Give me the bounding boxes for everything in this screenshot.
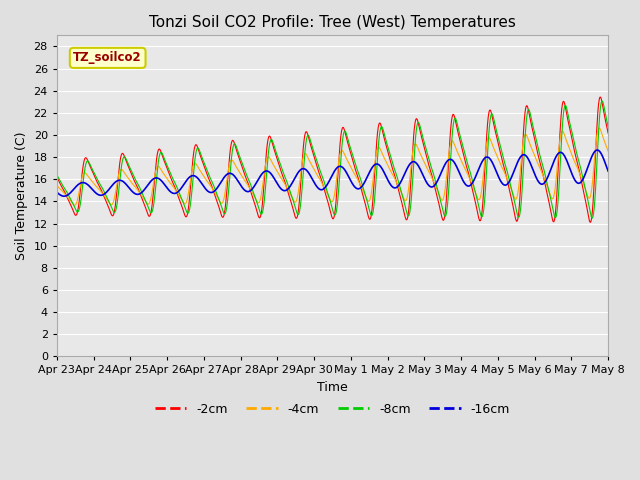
-8cm bbox=[598, 98, 606, 104]
Title: Tonzi Soil CO2 Profile: Tree (West) Temperatures: Tonzi Soil CO2 Profile: Tree (West) Temp… bbox=[149, 15, 516, 30]
-16cm bbox=[118, 178, 126, 184]
Line: -8cm: -8cm bbox=[57, 101, 608, 218]
-2cm bbox=[298, 159, 306, 165]
-4cm bbox=[118, 167, 126, 173]
-2cm bbox=[367, 216, 374, 221]
X-axis label: Time: Time bbox=[317, 381, 348, 394]
-4cm bbox=[604, 148, 612, 154]
-8cm bbox=[298, 185, 306, 191]
-8cm bbox=[95, 180, 103, 186]
-8cm bbox=[53, 172, 61, 178]
Y-axis label: Soil Temperature (C): Soil Temperature (C) bbox=[15, 132, 28, 260]
-16cm bbox=[60, 193, 68, 199]
-16cm bbox=[299, 166, 307, 172]
-4cm bbox=[595, 125, 603, 131]
-4cm bbox=[299, 158, 307, 164]
-4cm bbox=[287, 192, 295, 198]
-2cm bbox=[95, 184, 103, 190]
-8cm bbox=[588, 215, 596, 221]
-2cm bbox=[308, 147, 316, 153]
-16cm bbox=[367, 167, 375, 172]
-8cm bbox=[118, 160, 126, 166]
-16cm bbox=[53, 189, 61, 195]
-2cm bbox=[596, 94, 604, 100]
-4cm bbox=[53, 182, 61, 188]
-16cm bbox=[308, 177, 316, 182]
Line: -16cm: -16cm bbox=[57, 150, 608, 196]
-16cm bbox=[593, 147, 601, 153]
-2cm bbox=[53, 174, 61, 180]
-2cm bbox=[587, 219, 595, 225]
-2cm bbox=[287, 198, 294, 204]
-2cm bbox=[604, 130, 612, 136]
-8cm bbox=[604, 124, 612, 130]
-16cm bbox=[604, 168, 612, 174]
-8cm bbox=[308, 144, 316, 149]
-16cm bbox=[287, 182, 295, 188]
Line: -4cm: -4cm bbox=[57, 128, 608, 205]
-4cm bbox=[96, 187, 104, 193]
-16cm bbox=[96, 192, 104, 198]
-4cm bbox=[367, 193, 375, 199]
-4cm bbox=[308, 163, 316, 169]
-8cm bbox=[367, 211, 374, 217]
-8cm bbox=[287, 191, 294, 196]
-2cm bbox=[118, 151, 126, 156]
Text: TZ_soilco2: TZ_soilco2 bbox=[74, 51, 142, 64]
-4cm bbox=[70, 203, 78, 208]
Line: -2cm: -2cm bbox=[57, 97, 608, 222]
Legend: -2cm, -4cm, -8cm, -16cm: -2cm, -4cm, -8cm, -16cm bbox=[150, 398, 515, 420]
